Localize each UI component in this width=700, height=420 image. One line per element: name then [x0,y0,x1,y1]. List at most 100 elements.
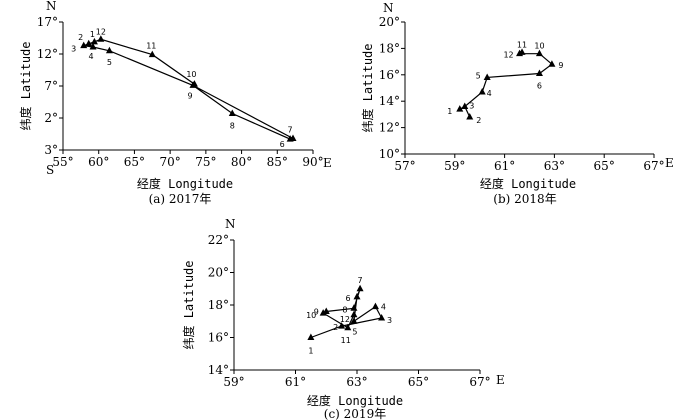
x-tick-label-c: 63° [346,375,367,389]
y-tick-label-a: 12° [37,47,58,61]
point-label-b-9: 9 [558,61,563,70]
y-tick-label-a: 2° [44,111,58,125]
panel-2019: N E 经度 Longitude 纬度 Latitude (c) 2019年 5… [181,217,505,420]
point-marker-c-6 [353,292,361,300]
point-label-a-6: 6 [280,140,285,149]
point-marker-a-4 [89,42,97,50]
south-label-a: S [46,163,54,177]
point-marker-b-12 [516,49,524,57]
point-marker-c-2 [338,322,346,329]
panel-2018: N E 经度 Longitude 纬度 Latitude (b) 2018年 5… [360,1,674,206]
point-label-a-7: 7 [287,125,292,134]
point-label-b-3: 3 [469,101,474,110]
point-label-c-1: 1 [308,347,313,356]
north-label-a: N [46,0,57,13]
y-tick-label-b: 12° [379,121,400,135]
point-label-a-12: 12 [96,27,106,36]
x-tick-label-a: 90° [302,155,323,169]
y-tick-label-a: 3° [44,143,58,157]
point-label-c-4: 4 [381,303,386,312]
east-label-a: E [323,156,332,170]
y-tick-label-c: 14° [208,363,229,377]
x-axis-label-c: 经度 Longitude [307,393,403,408]
point-marker-b-9 [548,60,556,67]
point-label-a-9: 9 [187,91,192,100]
caption-c: (c) 2019年 [324,407,386,420]
point-label-a-4: 4 [88,52,93,61]
y-tick-label-b: 20° [379,15,400,29]
north-label-b: N [383,1,394,15]
trajectory-line-b [459,53,553,118]
point-label-c-6: 6 [345,294,350,303]
point-label-a-5: 5 [107,58,112,67]
y-axis-label-a: 纬度 Latitude [18,41,33,130]
x-tick-label-c: 59° [223,375,244,389]
point-marker-b-3 [461,102,469,109]
point-marker-c-7 [356,284,364,292]
point-label-c-2: 2 [333,323,338,332]
point-marker-a-3 [80,41,88,49]
x-tick-label-a: 65° [124,155,145,169]
point-marker-c-12 [350,310,358,318]
y-axis-label-b: 纬度 Latitude [360,43,375,132]
x-tick-label-a: 55° [52,155,73,169]
x-tick-label-a: 80° [231,155,252,169]
point-marker-b-2 [466,113,474,120]
point-label-b-2: 2 [476,116,481,125]
point-marker-c-4 [371,302,379,310]
point-label-c-12: 12 [340,315,350,324]
point-marker-c-8 [350,304,358,311]
point-marker-b-4 [478,87,486,95]
point-label-b-4: 4 [487,89,492,98]
y-tick-label-b: 10° [379,147,400,161]
x-tick-label-a: 60° [88,155,109,169]
point-marker-b-5 [483,73,491,80]
x-axis-label-a: 经度 Longitude [137,176,233,191]
point-marker-a-2 [85,39,93,47]
y-tick-label-a: 17° [37,15,58,29]
panel-2017: N E S 经度 Longitude 纬度 Latitude (a) 2017年… [18,0,332,206]
point-marker-a-5 [105,46,113,54]
y-tick-label-c: 18° [208,298,229,312]
point-marker-c-11 [344,323,352,331]
point-marker-b-6 [535,69,543,76]
point-label-b-1: 1 [447,107,452,116]
y-axis-label-c: 纬度 Latitude [181,260,196,349]
y-tick-label-c: 22° [208,233,229,247]
point-label-b-11: 11 [517,40,527,49]
caption-b: (b) 2018年 [493,192,556,206]
east-label-c: E [496,373,505,387]
y-tick-label-b: 16° [379,68,400,82]
point-label-a-10: 10 [186,70,196,79]
y-tick-label-a: 7° [44,79,58,93]
trajectory-line-a [83,38,295,140]
point-label-c-8: 8 [342,305,347,314]
point-marker-c-10 [319,309,327,316]
point-label-a-1: 1 [90,30,95,39]
point-marker-b-10 [535,49,543,57]
north-label-c: N [225,217,236,231]
y-tick-label-b: 18° [379,41,400,55]
point-label-a-11: 11 [146,42,156,51]
point-marker-a-8 [228,109,236,117]
point-label-a-8: 8 [230,122,235,131]
point-label-c-3: 3 [387,316,392,325]
x-tick-label-a: 70° [160,155,181,169]
x-tick-label-b: 67° [643,159,664,173]
point-marker-a-10 [190,80,198,87]
point-marker-b-1 [456,105,464,112]
point-label-c-11: 11 [341,336,351,345]
x-tick-label-b: 61° [494,159,515,173]
point-marker-a-1 [90,37,98,45]
point-label-c-10: 10 [306,311,316,320]
point-marker-c-1 [307,333,315,340]
caption-a: (a) 2017年 [149,192,212,206]
y-tick-label-c: 20° [208,266,229,280]
x-tick-label-c: 65° [408,375,429,389]
point-label-c-7: 7 [358,276,363,285]
point-label-b-10: 10 [534,42,544,51]
x-tick-label-b: 65° [594,159,615,173]
point-label-a-3: 3 [71,45,76,54]
y-tick-label-c: 16° [208,331,229,345]
